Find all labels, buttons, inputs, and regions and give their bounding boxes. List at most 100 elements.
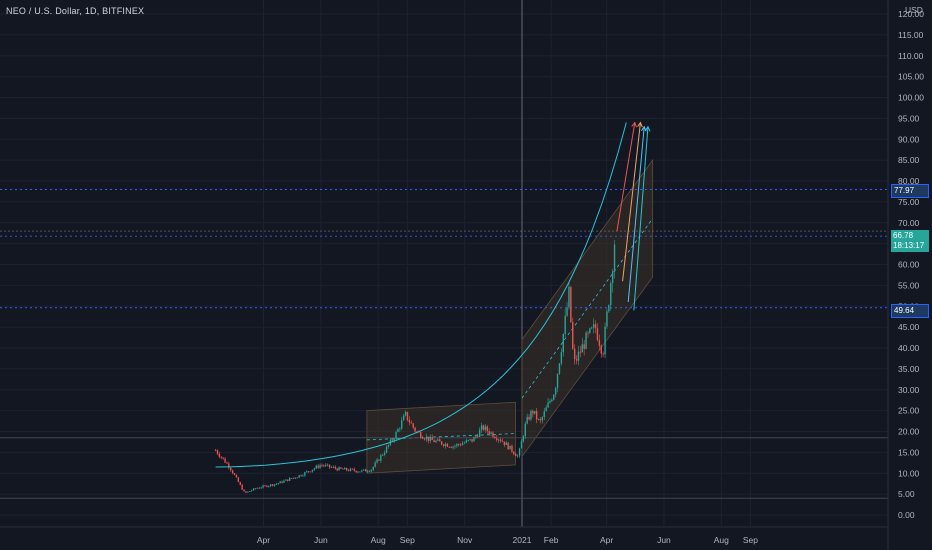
candle-body <box>347 470 350 471</box>
candle-body <box>528 416 530 420</box>
candle-body <box>323 465 325 467</box>
candle-body <box>537 419 540 420</box>
candle-body <box>216 450 219 454</box>
candle-body <box>224 458 226 463</box>
candle-body <box>592 324 595 328</box>
x-tick-label: Aug <box>714 535 729 545</box>
candle-body <box>450 447 452 448</box>
candle-body <box>283 480 285 483</box>
candle-body <box>604 326 606 355</box>
y-tick-label: 30.00 <box>898 385 920 395</box>
projection-arrow <box>633 126 649 311</box>
countdown-value: 18:13:17 <box>893 241 925 250</box>
candle-body <box>469 439 471 441</box>
y-tick-label: 0.00 <box>898 510 915 520</box>
candle-body <box>406 411 409 421</box>
candle-body <box>484 426 487 430</box>
candle-body <box>319 465 321 468</box>
x-tick-label: 2021 <box>513 535 532 545</box>
candle-body <box>332 466 335 468</box>
candlesticks <box>214 240 616 494</box>
candle-body <box>421 437 424 439</box>
candle-body <box>357 471 359 473</box>
candle-body <box>380 455 382 461</box>
candle-body <box>606 311 608 327</box>
candle-body <box>220 456 222 458</box>
candle-body <box>478 429 481 437</box>
candle-body <box>560 352 563 364</box>
projection-arrowhead <box>631 121 637 128</box>
candle-body <box>321 465 323 467</box>
y-tick-label: 55.00 <box>898 280 920 290</box>
candle-body <box>496 438 498 440</box>
candle-body <box>564 315 566 334</box>
candle-body <box>328 464 331 468</box>
level-high-label: 77.97 <box>891 184 929 198</box>
candle-body <box>370 469 373 472</box>
candle-body <box>393 438 395 441</box>
candle-body <box>539 419 542 421</box>
candle-body <box>503 441 506 445</box>
candle-body <box>562 333 564 353</box>
projection-arrow <box>622 122 641 282</box>
y-tick-label: 10.00 <box>898 468 920 478</box>
candle-body <box>587 332 589 334</box>
x-tick-label: Jun <box>314 535 328 545</box>
x-tick-label: Apr <box>600 535 613 545</box>
candle-body <box>355 470 357 473</box>
candle-body <box>414 427 416 432</box>
candle-body <box>435 440 437 443</box>
candle-body <box>300 475 302 477</box>
candle-body <box>243 489 245 492</box>
candle-body <box>583 344 585 349</box>
candle-body <box>309 471 312 473</box>
candle-body <box>226 462 228 464</box>
candle-body <box>516 455 519 457</box>
y-tick-label: 80.00 <box>898 176 920 186</box>
candle-body <box>340 467 342 469</box>
level-high-value: 77.97 <box>894 186 915 195</box>
candle-body <box>530 410 532 420</box>
candle-body <box>401 420 403 429</box>
candle-body <box>505 442 507 445</box>
candle-body <box>482 425 485 430</box>
candle-body <box>296 477 298 479</box>
candle-body <box>258 487 260 489</box>
candle-body <box>334 466 336 469</box>
candle-body <box>558 363 561 374</box>
candle-body <box>269 484 272 487</box>
candle-body <box>275 483 278 485</box>
candle-body <box>252 488 255 491</box>
candle-body <box>452 446 454 448</box>
candle-body <box>572 322 574 349</box>
candle-body <box>408 420 411 423</box>
candle-body <box>594 324 597 329</box>
candle-body <box>446 443 449 447</box>
time-axis[interactable]: Apr Jun Aug Sep Nov 2021 Feb Apr Jun Aug Sep <box>0 526 888 545</box>
candle-body <box>372 466 374 470</box>
candle-body <box>554 388 557 395</box>
x-tick-label: Feb <box>544 535 559 545</box>
candle-body <box>387 444 390 447</box>
projection-arrow <box>627 126 645 303</box>
candle-body <box>439 439 441 442</box>
projection-arrow <box>616 122 636 232</box>
candle-body <box>431 436 433 441</box>
horizontal-levels <box>0 188 888 499</box>
candle-body <box>589 328 591 333</box>
candle-body <box>427 436 430 441</box>
projection-arrowhead <box>644 125 651 132</box>
y-tick-label: 40.00 <box>898 343 920 353</box>
candle-body <box>288 478 291 481</box>
channel-lower-midline <box>366 433 516 441</box>
x-tick-label: Sep <box>743 535 758 545</box>
candle-body <box>480 425 483 430</box>
candle-body <box>412 423 414 428</box>
candle-body <box>383 452 386 455</box>
candle-body <box>363 469 365 471</box>
candle-body <box>239 482 241 485</box>
candle-body <box>361 470 363 472</box>
y-tick-label: 105.00 <box>898 72 924 82</box>
candle-body <box>385 446 388 453</box>
